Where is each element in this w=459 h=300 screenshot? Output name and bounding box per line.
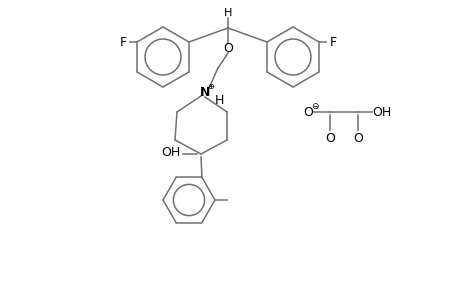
Text: F: F <box>329 35 336 49</box>
Text: O: O <box>325 131 334 145</box>
Text: H: H <box>224 8 232 18</box>
Text: F: F <box>119 35 126 49</box>
Text: OH: OH <box>161 146 180 158</box>
Text: O: O <box>302 106 312 118</box>
Text: OH: OH <box>372 106 391 118</box>
Text: ⊕: ⊕ <box>207 82 214 91</box>
Text: ⊖: ⊖ <box>311 101 318 110</box>
Text: N: N <box>199 85 210 98</box>
Text: O: O <box>223 41 232 55</box>
Text: O: O <box>353 131 362 145</box>
Text: H: H <box>214 94 223 106</box>
